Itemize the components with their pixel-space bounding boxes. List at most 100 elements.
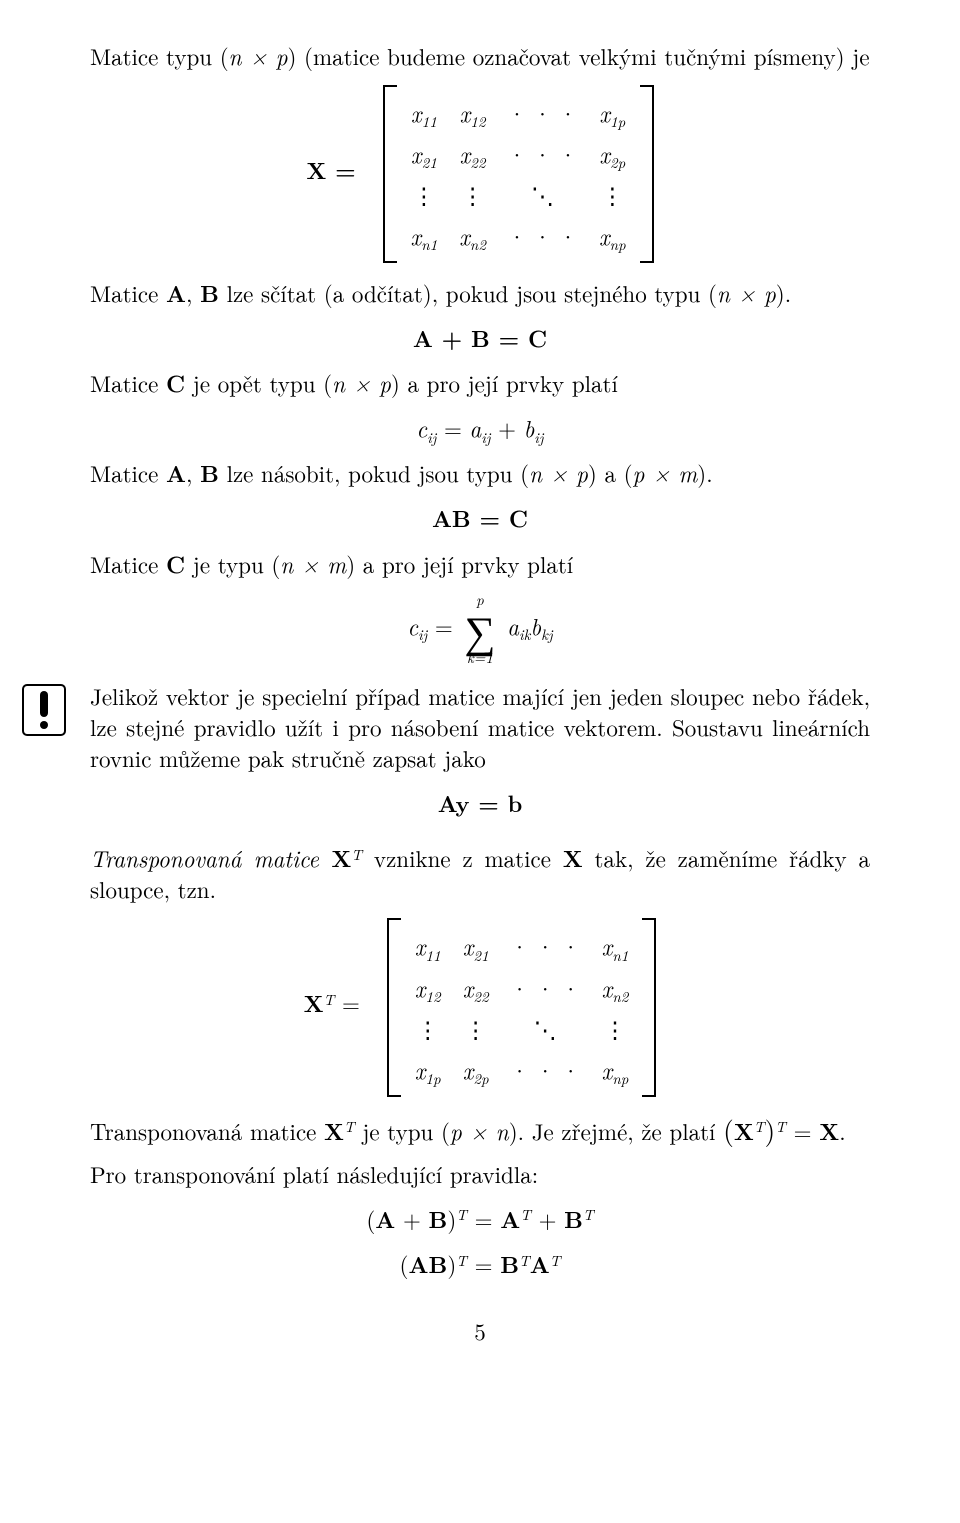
sup-T: T bbox=[583, 1204, 594, 1225]
vdots: ⋮ bbox=[416, 1024, 439, 1033]
dim: p × m bbox=[633, 456, 698, 489]
eq: A + B = C bbox=[413, 321, 547, 354]
eq: AB = C bbox=[432, 501, 528, 534]
text: ) a pro její prvky platí bbox=[346, 547, 573, 580]
sum-symbol: p ∑ k=1 bbox=[464, 593, 495, 667]
para-transpose-rules: Pro transponování platí následující prav… bbox=[90, 1158, 870, 1189]
plus: + bbox=[395, 1202, 428, 1235]
sub: n2 bbox=[612, 986, 628, 1007]
cell: x bbox=[599, 96, 610, 129]
a: a bbox=[470, 411, 482, 444]
dim: n × p bbox=[717, 276, 776, 309]
eq-AB: AB = C bbox=[90, 502, 870, 533]
eq-matrix-XT: XT = x11 x21 · · · xn1 x12 x22 · · · xn2… bbox=[90, 918, 870, 1096]
text: , bbox=[186, 276, 200, 309]
mat-A: A bbox=[166, 276, 186, 309]
sub: 12 bbox=[425, 986, 440, 1007]
text: Matice bbox=[90, 276, 166, 309]
sub: 21 bbox=[473, 945, 488, 966]
mat-C: C bbox=[166, 547, 185, 580]
sub: ij bbox=[481, 427, 490, 448]
page-number: 5 bbox=[90, 1315, 870, 1346]
mat-A: A bbox=[409, 1247, 429, 1280]
cell: x bbox=[602, 1053, 613, 1086]
dim: n × p bbox=[229, 39, 288, 72]
text: , bbox=[186, 456, 200, 489]
cell: x bbox=[415, 929, 426, 962]
eq: = bbox=[467, 1247, 500, 1280]
cell: x bbox=[415, 971, 426, 1004]
para-transpose-2: Transponovaná matice XT je typu (p × n).… bbox=[90, 1111, 870, 1148]
dim: n × p bbox=[332, 366, 391, 399]
matrix-X: x11 x12 · · · x1p x21 x22 · · · x2p ⋮ ⋮ … bbox=[383, 85, 654, 263]
mat-B: B bbox=[429, 1247, 448, 1280]
matrix-grid: x11 x21 · · · xn1 x12 x22 · · · xn2 ⋮ ⋮ … bbox=[401, 918, 643, 1096]
sub: np bbox=[610, 234, 626, 255]
eq-matrix-X: X = x11 x12 · · · x1p x21 x22 · · · x2p … bbox=[90, 85, 870, 263]
b: b bbox=[530, 608, 541, 641]
sub: 11 bbox=[425, 945, 440, 966]
sub: 12 bbox=[470, 111, 485, 132]
text: lze násobit, pokud jsou typu ( bbox=[219, 456, 529, 489]
mat-B: B bbox=[564, 1202, 583, 1235]
text: ) a pro její prvky platí bbox=[391, 366, 618, 399]
dim: n × m bbox=[280, 547, 346, 580]
cell: x bbox=[599, 137, 610, 170]
text: ). bbox=[697, 456, 712, 489]
sub: n2 bbox=[470, 234, 486, 255]
mat-B: B bbox=[429, 1202, 448, 1235]
rparen: ) bbox=[765, 1110, 776, 1149]
hdots: · · · bbox=[508, 220, 577, 251]
text: Matice bbox=[90, 456, 166, 489]
sub: ij bbox=[427, 427, 436, 448]
sub: 2p bbox=[473, 1068, 488, 1089]
mat-A: A bbox=[500, 1202, 520, 1235]
rparen: ) bbox=[447, 1202, 456, 1235]
sup-T: T bbox=[456, 1204, 467, 1225]
sub: 21 bbox=[422, 152, 437, 173]
mat-B: B bbox=[200, 276, 219, 309]
text: ). Je zřejmé, že platí bbox=[509, 1114, 723, 1147]
text-italic: Transponovaná matice bbox=[90, 841, 331, 874]
mat-A: A bbox=[375, 1202, 395, 1235]
text: ) a ( bbox=[588, 456, 633, 489]
eq: = bbox=[786, 1114, 819, 1147]
cell: x bbox=[463, 1053, 474, 1086]
cell: x bbox=[463, 971, 474, 1004]
c: c bbox=[417, 411, 428, 444]
cell: x bbox=[463, 929, 474, 962]
sub: np bbox=[612, 1068, 628, 1089]
cell: x bbox=[602, 971, 613, 1004]
bracket-left bbox=[383, 85, 397, 263]
mat-X: X bbox=[324, 1114, 344, 1147]
sigma-icon: ∑ bbox=[464, 608, 495, 652]
ddots: ⋱ bbox=[508, 179, 577, 210]
mat-A: A bbox=[166, 456, 186, 489]
eq-Ay-b: Ay = b bbox=[90, 787, 870, 818]
text: Matice typu ( bbox=[90, 39, 229, 72]
sub: 11 bbox=[422, 111, 437, 132]
vdots: ⋮ bbox=[412, 190, 435, 199]
sup-T: T bbox=[351, 844, 362, 865]
warning-icon bbox=[22, 684, 66, 736]
cell: x bbox=[411, 137, 422, 170]
dim: p × n bbox=[450, 1114, 509, 1147]
para-add: Matice A, B lze sčítat (a odčítat), poku… bbox=[90, 277, 870, 308]
text: Matice bbox=[90, 547, 166, 580]
c: c bbox=[407, 608, 418, 641]
hdots: · · · bbox=[508, 97, 577, 128]
mat-X: X bbox=[304, 987, 324, 1020]
mat-C: C bbox=[166, 366, 185, 399]
hdots: · · · bbox=[511, 972, 580, 1003]
mat-X: X bbox=[819, 1114, 839, 1147]
lparen: ( bbox=[723, 1110, 734, 1149]
eq: Ay = b bbox=[438, 786, 523, 819]
eq: = bbox=[436, 411, 469, 444]
bracket-right bbox=[640, 85, 654, 263]
cell: x bbox=[459, 219, 470, 252]
cell: x bbox=[411, 219, 422, 252]
mat-X: X bbox=[331, 841, 351, 874]
sub: 22 bbox=[470, 152, 485, 173]
sub: n1 bbox=[421, 234, 437, 255]
cell: x bbox=[415, 1053, 426, 1086]
